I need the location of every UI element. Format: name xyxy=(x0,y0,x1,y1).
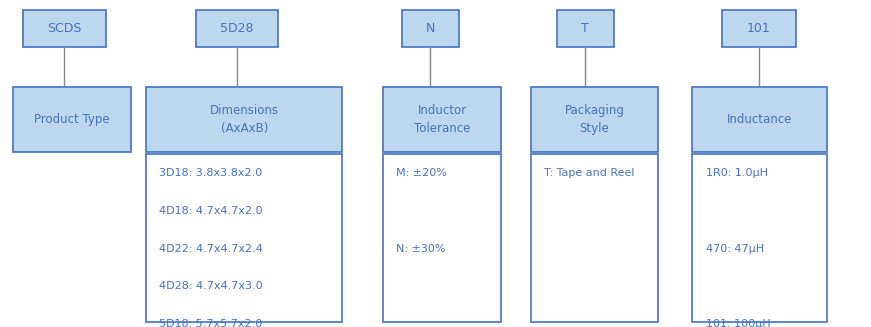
FancyBboxPatch shape xyxy=(146,154,342,322)
Text: 4D28: 4.7x4.7x3.0: 4D28: 4.7x4.7x3.0 xyxy=(159,281,263,291)
FancyBboxPatch shape xyxy=(383,87,501,152)
Text: 101: 101 xyxy=(746,22,771,35)
Text: N: N xyxy=(426,22,435,35)
FancyBboxPatch shape xyxy=(557,10,614,47)
Text: 101: 100μH: 101: 100μH xyxy=(706,319,770,327)
Text: 3D18: 3.8x3.8x2.0: 3D18: 3.8x3.8x2.0 xyxy=(159,168,263,178)
FancyBboxPatch shape xyxy=(196,10,279,47)
Text: Inductor
Tolerance: Inductor Tolerance xyxy=(414,104,470,135)
Text: 5D28: 5D28 xyxy=(220,22,253,35)
FancyBboxPatch shape xyxy=(721,10,796,47)
Text: 4D18: 4.7x4.7x2.0: 4D18: 4.7x4.7x2.0 xyxy=(159,206,263,216)
Text: T: T xyxy=(582,22,589,35)
FancyBboxPatch shape xyxy=(531,87,658,152)
Text: Dimensions
(AxAxB): Dimensions (AxAxB) xyxy=(210,104,279,135)
Text: T: Tape and Reel: T: Tape and Reel xyxy=(544,168,635,178)
FancyBboxPatch shape xyxy=(383,154,501,322)
Text: SCDS: SCDS xyxy=(47,22,82,35)
FancyBboxPatch shape xyxy=(402,10,458,47)
Text: 470: 47μH: 470: 47μH xyxy=(706,244,764,253)
Text: 1R0: 1.0μH: 1R0: 1.0μH xyxy=(706,168,767,178)
Text: 5D18: 5.7x5.7x2.0: 5D18: 5.7x5.7x2.0 xyxy=(159,319,263,327)
Text: Packaging
Style: Packaging Style xyxy=(564,104,625,135)
Text: 4D22: 4.7x4.7x2.4: 4D22: 4.7x4.7x2.4 xyxy=(159,244,263,253)
FancyBboxPatch shape xyxy=(13,87,131,152)
FancyBboxPatch shape xyxy=(692,87,827,152)
Text: Inductance: Inductance xyxy=(727,113,793,126)
FancyBboxPatch shape xyxy=(146,87,342,152)
Text: M: ±20%: M: ±20% xyxy=(396,168,447,178)
Text: Product Type: Product Type xyxy=(34,113,110,126)
Text: N: ±30%: N: ±30% xyxy=(396,244,446,253)
FancyBboxPatch shape xyxy=(692,154,827,322)
FancyBboxPatch shape xyxy=(23,10,106,47)
FancyBboxPatch shape xyxy=(531,154,658,322)
